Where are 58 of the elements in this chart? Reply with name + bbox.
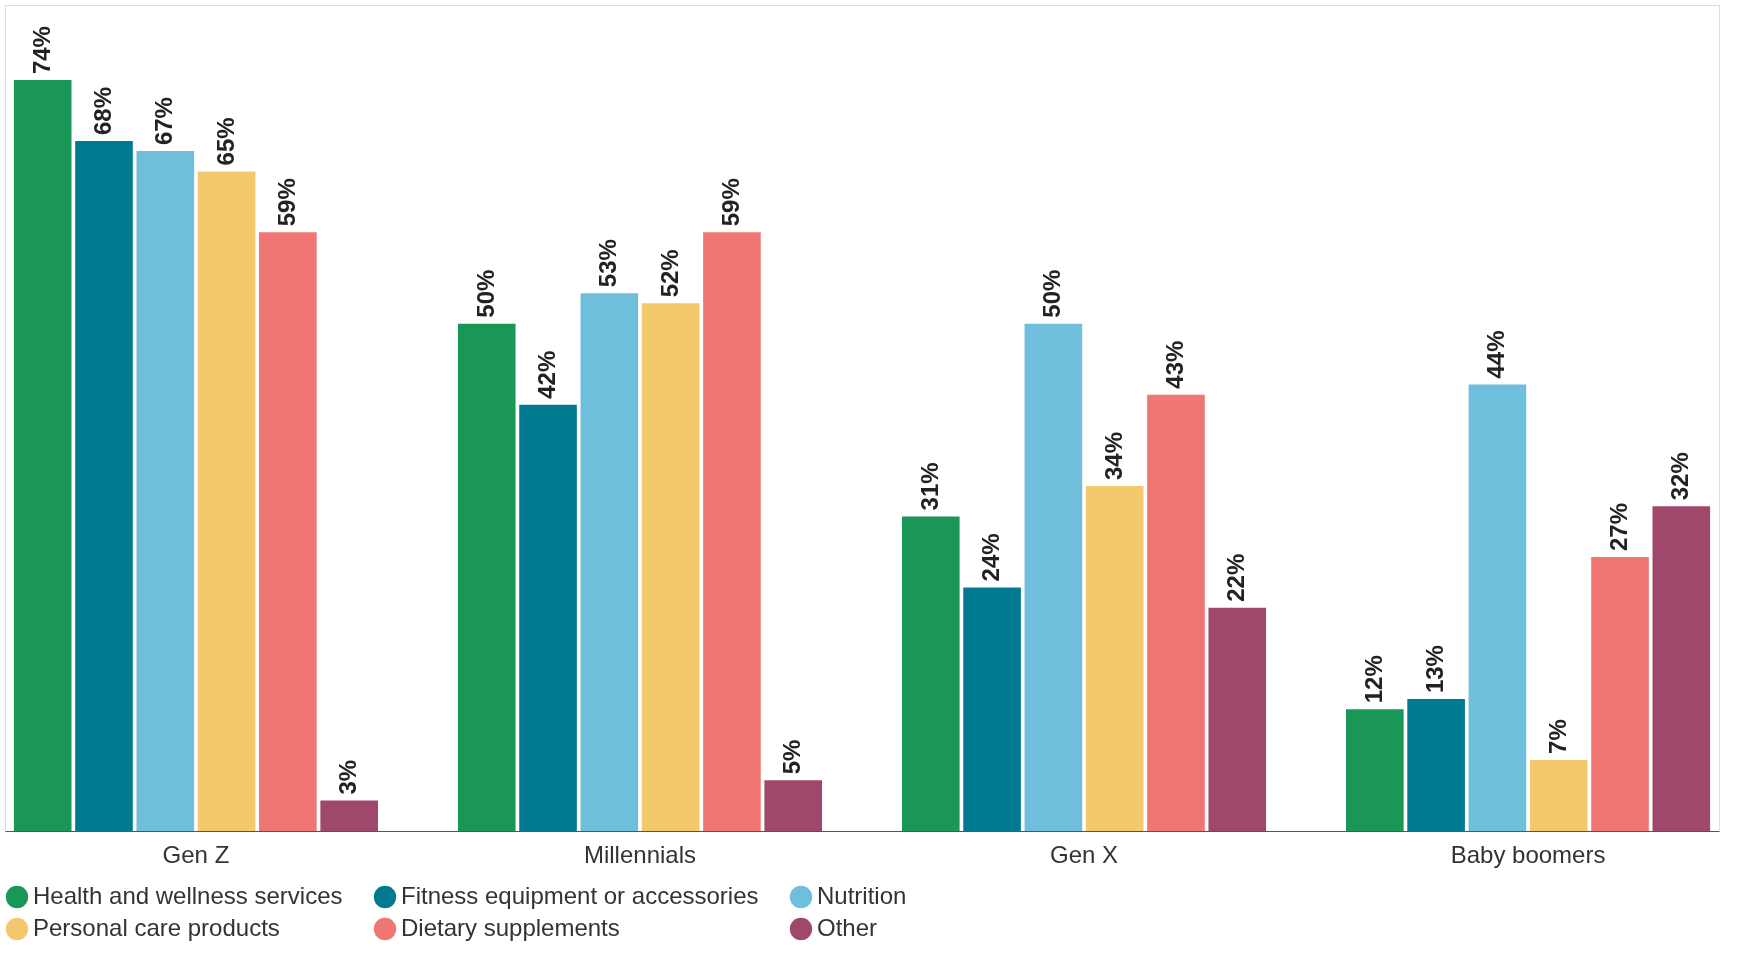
data-label: 24% xyxy=(977,533,1005,582)
data-label: 34% xyxy=(1099,431,1127,480)
bar xyxy=(901,516,960,831)
legend-label: Dietary supplements xyxy=(401,914,620,941)
data-label: 59% xyxy=(716,178,744,227)
bar xyxy=(1529,759,1588,831)
bar xyxy=(703,232,761,831)
data-label: 13% xyxy=(1421,645,1449,694)
data-label: 7% xyxy=(1543,719,1571,754)
data-label: 50% xyxy=(471,269,499,318)
bar xyxy=(320,800,378,831)
data-label: 52% xyxy=(655,249,683,298)
data-label: 3% xyxy=(334,759,362,795)
bar xyxy=(136,151,195,831)
bar xyxy=(641,303,700,831)
bar xyxy=(1085,485,1144,831)
x-tick-label: Gen Z xyxy=(162,840,230,868)
legend-label: Health and wellness services xyxy=(33,882,343,909)
data-label: 32% xyxy=(1666,452,1694,501)
x-tick-label: Gen X xyxy=(1050,840,1119,868)
data-label: 50% xyxy=(1038,269,1066,318)
data-label: 22% xyxy=(1222,553,1250,602)
bar xyxy=(1208,607,1267,831)
bar xyxy=(1652,506,1711,831)
data-label: 5% xyxy=(778,739,806,775)
data-label: 68% xyxy=(88,86,116,135)
data-label: 44% xyxy=(1482,330,1510,379)
bar xyxy=(1346,709,1404,831)
bar xyxy=(13,80,72,831)
bar xyxy=(1468,384,1527,831)
bar xyxy=(1591,557,1649,831)
x-tick-label: Baby boomers xyxy=(1450,840,1606,868)
data-label: 65% xyxy=(211,117,239,166)
bar xyxy=(1407,699,1465,831)
bar xyxy=(1147,394,1205,831)
bar xyxy=(457,323,516,831)
data-label: 31% xyxy=(915,462,943,511)
legend-label: Personal care products xyxy=(33,914,280,941)
x-tick-label: Millennials xyxy=(583,840,696,868)
bar xyxy=(580,293,639,831)
legend-label: Other xyxy=(817,914,878,941)
bar xyxy=(519,404,577,831)
bar xyxy=(1024,323,1083,831)
data-label: 27% xyxy=(1605,502,1633,552)
bar xyxy=(259,232,317,831)
data-label: 59% xyxy=(272,178,300,227)
data-label: 42% xyxy=(533,350,561,399)
bar xyxy=(75,140,133,831)
bar xyxy=(197,171,256,831)
data-label: 43% xyxy=(1160,340,1188,389)
legend-label: Nutrition xyxy=(817,882,907,909)
data-label: 67% xyxy=(150,97,178,146)
data-label: 74% xyxy=(27,26,55,75)
data-label: 53% xyxy=(594,239,622,288)
legend-label: Fitness equipment or accessories xyxy=(401,882,759,909)
data-label: 12% xyxy=(1359,655,1387,704)
bar xyxy=(963,587,1021,831)
bar xyxy=(764,780,823,831)
